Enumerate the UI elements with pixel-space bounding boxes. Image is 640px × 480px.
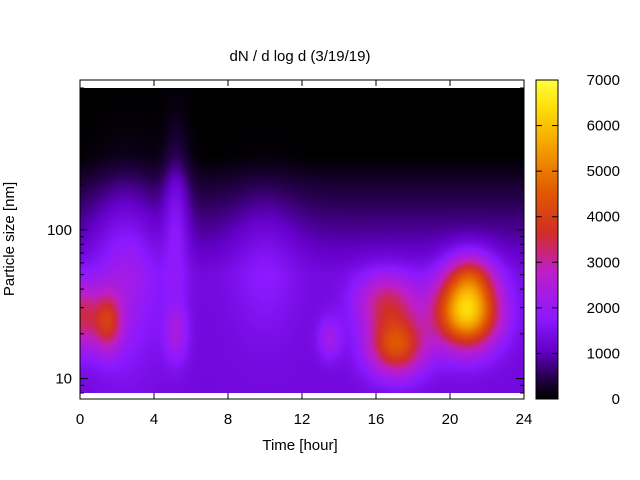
chart-title: dN / d log d (3/19/19) — [230, 48, 371, 65]
y-tick-label: 10 — [55, 371, 72, 388]
x-tick-label: 24 — [516, 411, 533, 428]
colorbar-frame — [535, 79, 559, 400]
colorbar-ticks: 0 1000 2000 3000 4000 5000 6000 7000 — [536, 72, 620, 408]
colorbar-tick-label: 7000 — [587, 72, 620, 89]
x-tick-label: 12 — [294, 411, 311, 428]
colorbar-tick-label: 1000 — [587, 345, 620, 362]
colorbar-tick-label: 0 — [612, 391, 620, 408]
colorbar-tick-label: 4000 — [587, 209, 620, 226]
colorbar-tick-label: 6000 — [587, 118, 620, 135]
colorbar-tick-label: 3000 — [587, 254, 620, 271]
x-tick-label: 0 — [76, 411, 84, 428]
x-tick-label: 16 — [368, 411, 385, 428]
x-tick-label: 8 — [224, 411, 232, 428]
x-axis-label: Time [hour] — [262, 437, 337, 454]
y-axis-label: Particle size [nm] — [1, 182, 18, 296]
colorbar-tick-label: 5000 — [587, 163, 620, 180]
x-tick-label: 4 — [150, 411, 158, 428]
y-tick-label: 100 — [47, 222, 72, 239]
heatmap-plot-area — [79, 79, 525, 400]
x-tick-label: 20 — [442, 411, 459, 428]
colorbar: 0 1000 2000 3000 4000 5000 6000 7000 — [535, 72, 620, 408]
y-axis: 10 100 — [47, 87, 524, 394]
x-axis: 0 4 8 12 16 20 24 — [76, 80, 533, 428]
heatmap-image — [80, 88, 524, 393]
colorbar-tick-label: 2000 — [587, 300, 620, 317]
colorbar-gradient — [536, 80, 558, 399]
